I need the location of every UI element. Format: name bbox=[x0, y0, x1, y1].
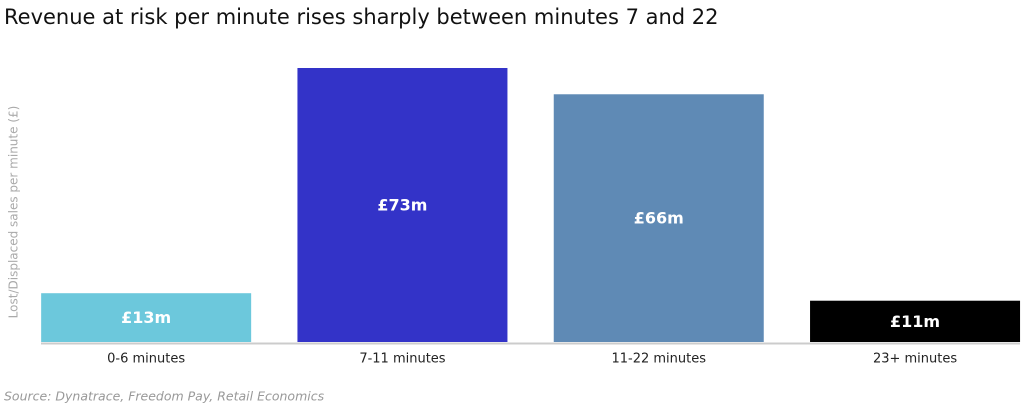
value-label: £73m bbox=[377, 196, 427, 215]
x-tick-label: 7-11 minutes bbox=[359, 352, 445, 367]
chart-title: Revenue at risk per minute rises sharply… bbox=[4, 5, 719, 29]
bar bbox=[810, 300, 1021, 342]
bar bbox=[297, 68, 508, 342]
value-label: £13m bbox=[121, 308, 171, 327]
bar bbox=[553, 94, 764, 342]
x-tick-label: 11-22 minutes bbox=[611, 352, 706, 367]
value-label: £66m bbox=[634, 209, 684, 228]
x-tick-label: 0-6 minutes bbox=[107, 352, 185, 367]
bar bbox=[41, 293, 252, 342]
y-axis-label: Lost/Displaced sales per minute (£) bbox=[7, 106, 21, 319]
x-tick-label: 23+ minutes bbox=[873, 352, 957, 367]
source: Source: Dynatrace, Freedom Pay, Retail E… bbox=[4, 389, 325, 404]
value-label: £11m bbox=[890, 312, 940, 331]
